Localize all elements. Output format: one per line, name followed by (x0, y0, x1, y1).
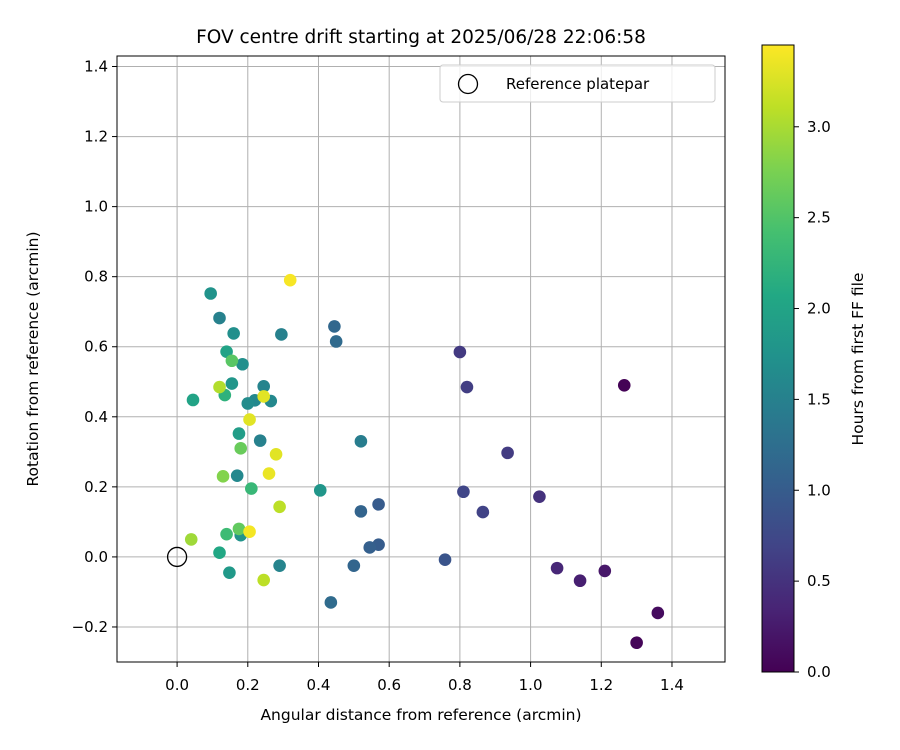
data-point (223, 566, 236, 579)
data-point (354, 435, 368, 448)
data-point (204, 287, 217, 300)
legend-box (439, 64, 716, 103)
data-point (227, 327, 240, 340)
data-point (257, 390, 270, 403)
data-point (372, 498, 385, 511)
reference-marker-group (166, 546, 188, 568)
data-point (262, 467, 276, 480)
scatter-points (184, 273, 665, 650)
x-tick-label: 0.4 (307, 676, 331, 694)
y-tick-label: 0.6 (84, 338, 108, 356)
y-tick-label: 1.2 (84, 128, 108, 146)
legend: Reference platepar (439, 64, 716, 103)
data-point (550, 561, 564, 575)
grid-lines (117, 56, 725, 662)
data-point (275, 328, 288, 341)
x-tick-label: 1.0 (519, 676, 543, 694)
data-point (184, 533, 198, 546)
data-point (245, 482, 258, 495)
data-point (283, 273, 297, 287)
legend-reference-marker (457, 73, 479, 95)
colorbar-tick-label: 2.5 (807, 209, 831, 227)
data-point (243, 413, 256, 426)
x-tick-label: 0.0 (165, 676, 189, 694)
data-point (186, 393, 200, 407)
data-point (573, 574, 587, 588)
reference-platepar-marker (166, 546, 188, 568)
colorbar-label: Hours from first FF file (849, 273, 867, 446)
data-point (476, 505, 490, 519)
data-point (363, 541, 377, 554)
data-point (230, 469, 244, 482)
x-axis-label: Angular distance from reference (arcmin) (260, 706, 581, 724)
colorbar-frame (761, 44, 795, 673)
data-point (347, 559, 361, 572)
x-tick-label: 0.2 (236, 676, 260, 694)
x-tick-label: 1.4 (660, 676, 684, 694)
data-point (213, 380, 226, 394)
y-tick-label: −0.2 (72, 618, 108, 636)
y-tick-label: 1.4 (84, 58, 108, 76)
data-point (617, 378, 631, 392)
y-tick-label: 0.0 (84, 548, 108, 566)
colorbar-tick-label: 0.5 (807, 572, 831, 590)
y-axis-label: Rotation from reference (arcmin) (24, 231, 42, 486)
data-point (225, 354, 239, 368)
data-point (313, 484, 327, 497)
data-point (220, 527, 233, 541)
colorbar-tick-label: 1.5 (807, 390, 831, 408)
x-tick-label: 1.2 (589, 676, 613, 694)
colorbar-gradient (762, 45, 794, 672)
data-point (269, 447, 283, 461)
colorbar: 0.0 0.5 1.0 1.5 2.0 2.5 3.0 Hours from first F… (761, 44, 867, 681)
data-point (213, 546, 226, 560)
plot-frame (116, 55, 726, 663)
colorbar-tick-label: 1.0 (807, 481, 831, 499)
data-point (232, 522, 246, 536)
data-point (438, 553, 452, 567)
x-tick-label: 0.6 (377, 676, 401, 694)
data-point (213, 311, 226, 325)
data-point (232, 427, 246, 440)
colorbar-tick-label: 3.0 (807, 118, 831, 136)
data-point (354, 505, 368, 518)
data-point (453, 345, 467, 359)
data-point (253, 434, 267, 447)
y-axis-ticks: −0.2 0.0 0.2 0.4 0.6 0.8 1.0 1.2 1.4 (72, 58, 117, 636)
data-point (273, 559, 286, 572)
data-point (257, 573, 270, 587)
data-point (241, 397, 255, 410)
data-point (501, 446, 514, 460)
data-point (457, 485, 470, 499)
x-axis-ticks: 0.0 0.2 0.4 0.6 0.8 1.0 1.2 1.4 (165, 662, 684, 694)
data-point (236, 357, 249, 371)
data-point (220, 345, 233, 358)
colorbar-tick-label: 0.0 (807, 663, 831, 681)
colorbar-tick-label: 2.0 (807, 300, 831, 318)
chart-title: FOV centre drift starting at 2025/06/28 … (196, 27, 646, 48)
data-point (216, 470, 230, 483)
legend-label: Reference platepar (506, 75, 650, 93)
y-tick-label: 0.4 (84, 408, 108, 426)
x-tick-label: 0.8 (448, 676, 472, 694)
y-tick-label: 1.0 (84, 198, 108, 216)
data-point (630, 636, 643, 650)
data-point (324, 596, 338, 609)
data-point (598, 564, 612, 578)
y-tick-label: 0.2 (84, 478, 108, 496)
data-point (225, 377, 239, 390)
data-point (273, 500, 286, 514)
data-point (243, 525, 256, 538)
data-point (328, 320, 341, 333)
data-point (460, 380, 474, 394)
colorbar-ticks: 0.0 0.5 1.0 1.5 2.0 2.5 3.0 (794, 118, 831, 681)
data-point (651, 606, 665, 620)
y-tick-label: 0.8 (84, 268, 108, 286)
data-point (533, 490, 546, 503)
data-point (329, 335, 343, 348)
data-point (234, 442, 248, 455)
data-point (257, 380, 270, 393)
